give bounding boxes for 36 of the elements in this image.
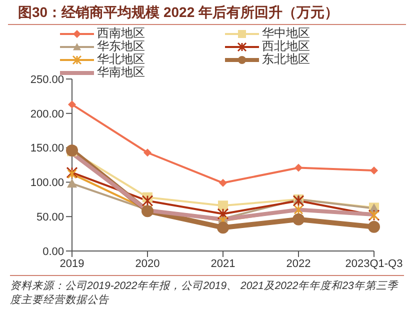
y-tick-label: 50.00 <box>36 212 64 224</box>
x-tick-label: 2023Q1-Q3 <box>345 258 403 270</box>
point <box>219 178 227 187</box>
point <box>292 195 304 207</box>
point <box>66 166 78 178</box>
legend-label: 华中地区 <box>262 25 310 40</box>
point <box>368 220 380 233</box>
x-tick-label: 2019 <box>60 258 84 270</box>
y-tick-label: 250.00 <box>30 74 64 86</box>
x-tick-label: 2022 <box>286 258 311 270</box>
point <box>67 178 77 188</box>
point <box>218 200 228 211</box>
x-tick-label: 2020 <box>135 258 160 270</box>
y-tick-label: 0.00 <box>42 246 64 258</box>
point <box>142 205 154 218</box>
point <box>142 195 154 207</box>
point <box>294 204 304 214</box>
legend-label: 西南地区 <box>97 25 145 40</box>
chart-title: 图30：经销商平均规模 2022 年后有所回升（万元） <box>8 0 406 25</box>
text: 资料来源：公司2019-2022年年报，公司2019、 2021及2022年年度和23年第三季度主要经营数据公告 <box>10 275 404 307</box>
legend-label: 华南地区 <box>97 64 145 81</box>
point <box>294 164 302 172</box>
point <box>67 169 77 179</box>
point <box>217 222 229 234</box>
y-tick-label: 150.00 <box>30 142 64 155</box>
y-tick-label: 100.00 <box>30 177 64 190</box>
point <box>144 148 152 157</box>
x-tick-label: 2021 <box>210 258 236 270</box>
legend-label: 西北地区 <box>262 38 310 53</box>
point <box>68 100 76 108</box>
point <box>292 213 304 226</box>
point <box>370 166 378 175</box>
legend-label: 东北地区 <box>262 52 310 68</box>
y-tick-label: 200.00 <box>30 108 64 120</box>
legend-label: 华东地区 <box>97 38 145 53</box>
legend-label: 华北地区 <box>97 52 145 66</box>
